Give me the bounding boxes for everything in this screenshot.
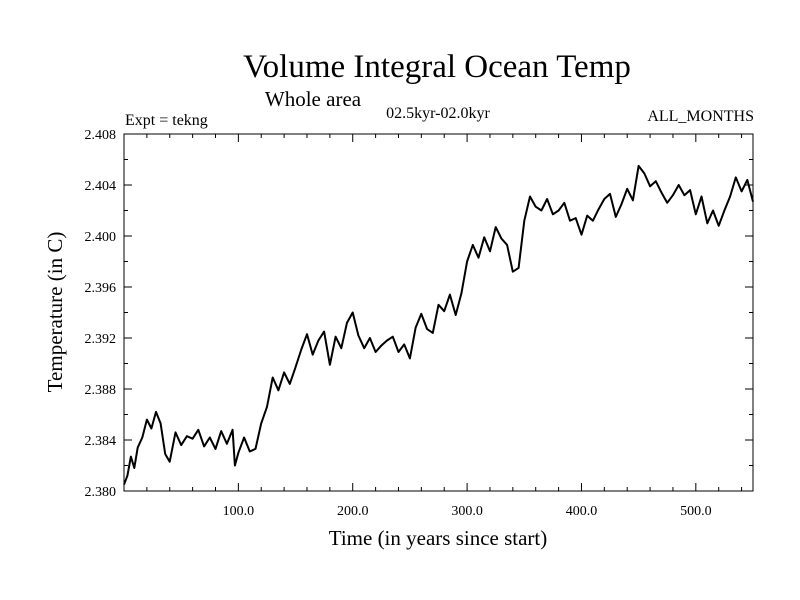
- y-axis-label: Temperature (in C): [43, 232, 67, 393]
- chart-title: Volume Integral Ocean Temp: [243, 49, 631, 85]
- x-tick-label: 400.0: [566, 504, 598, 519]
- y-tick-label: 2.380: [85, 485, 117, 500]
- season-label: ALL_MONTHS: [647, 108, 754, 125]
- series-line: [123, 164, 754, 485]
- x-tick-label: 300.0: [451, 504, 483, 519]
- x-tick-label: 500.0: [680, 504, 712, 519]
- x-tick-label: 100.0: [223, 504, 255, 519]
- x-tick-label: 200.0: [337, 504, 369, 519]
- series-layer: [123, 164, 754, 485]
- x-axis-label: Time (in years since start): [329, 526, 548, 550]
- y-tick-label: 2.392: [85, 332, 117, 347]
- y-tick-label: 2.404: [85, 179, 117, 194]
- period-label: 02.5kyr-02.0kyr: [386, 105, 490, 122]
- x-axis: 100.0 200.0 300.0 400.0 500.0: [146, 134, 743, 519]
- y-tick-label: 2.396: [85, 281, 117, 296]
- y-tick-label: 2.408: [85, 128, 117, 143]
- y-tick-label: 2.388: [85, 383, 117, 398]
- chart-subtitle: Whole area: [265, 87, 362, 111]
- y-tick-label: 2.400: [85, 230, 117, 245]
- y-tick-label: 2.384: [85, 434, 117, 449]
- experiment-label: Expt = tekng: [125, 112, 208, 129]
- y-axis: 2.380 2.384 2.388 2.392 2.396 2.400 2.404 2.408: [85, 128, 753, 500]
